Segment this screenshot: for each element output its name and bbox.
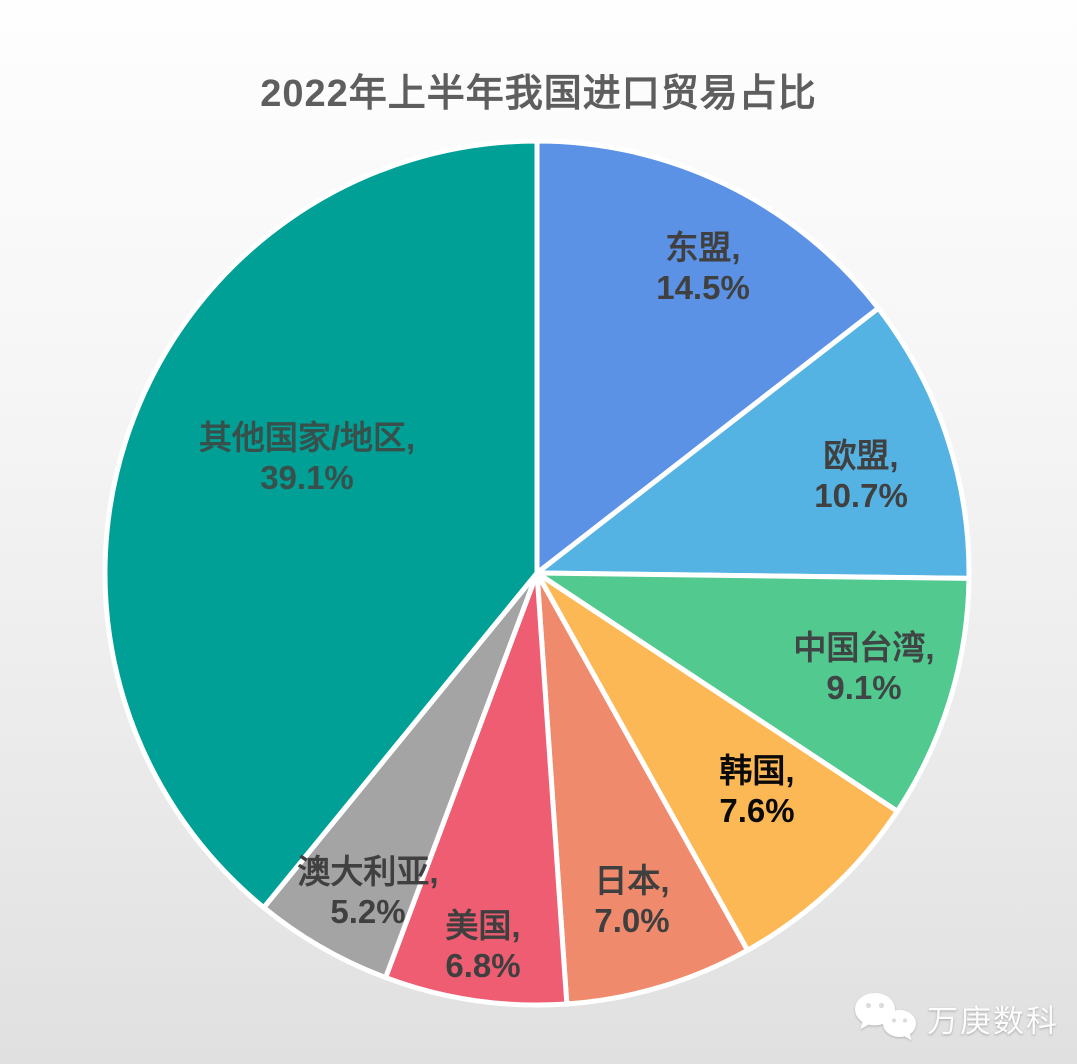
- pie-slice-3: [534, 570, 900, 953]
- pie-slice-2: [534, 570, 972, 814]
- pie-slice-6: [261, 570, 540, 981]
- pie-slice-4: [534, 570, 750, 1007]
- pie-slice-1: [534, 305, 972, 581]
- chart-title: 2022年上半年我国进口贸易占比: [260, 73, 817, 115]
- pie-slice-0: [534, 138, 881, 576]
- wechat-icon: [855, 993, 916, 1041]
- watermark: 万庚数科: [851, 990, 1059, 1046]
- pie-slice-5: [383, 570, 570, 1008]
- pie-slice-7: [102, 138, 540, 911]
- watermark-text: 万庚数科: [927, 1003, 1059, 1039]
